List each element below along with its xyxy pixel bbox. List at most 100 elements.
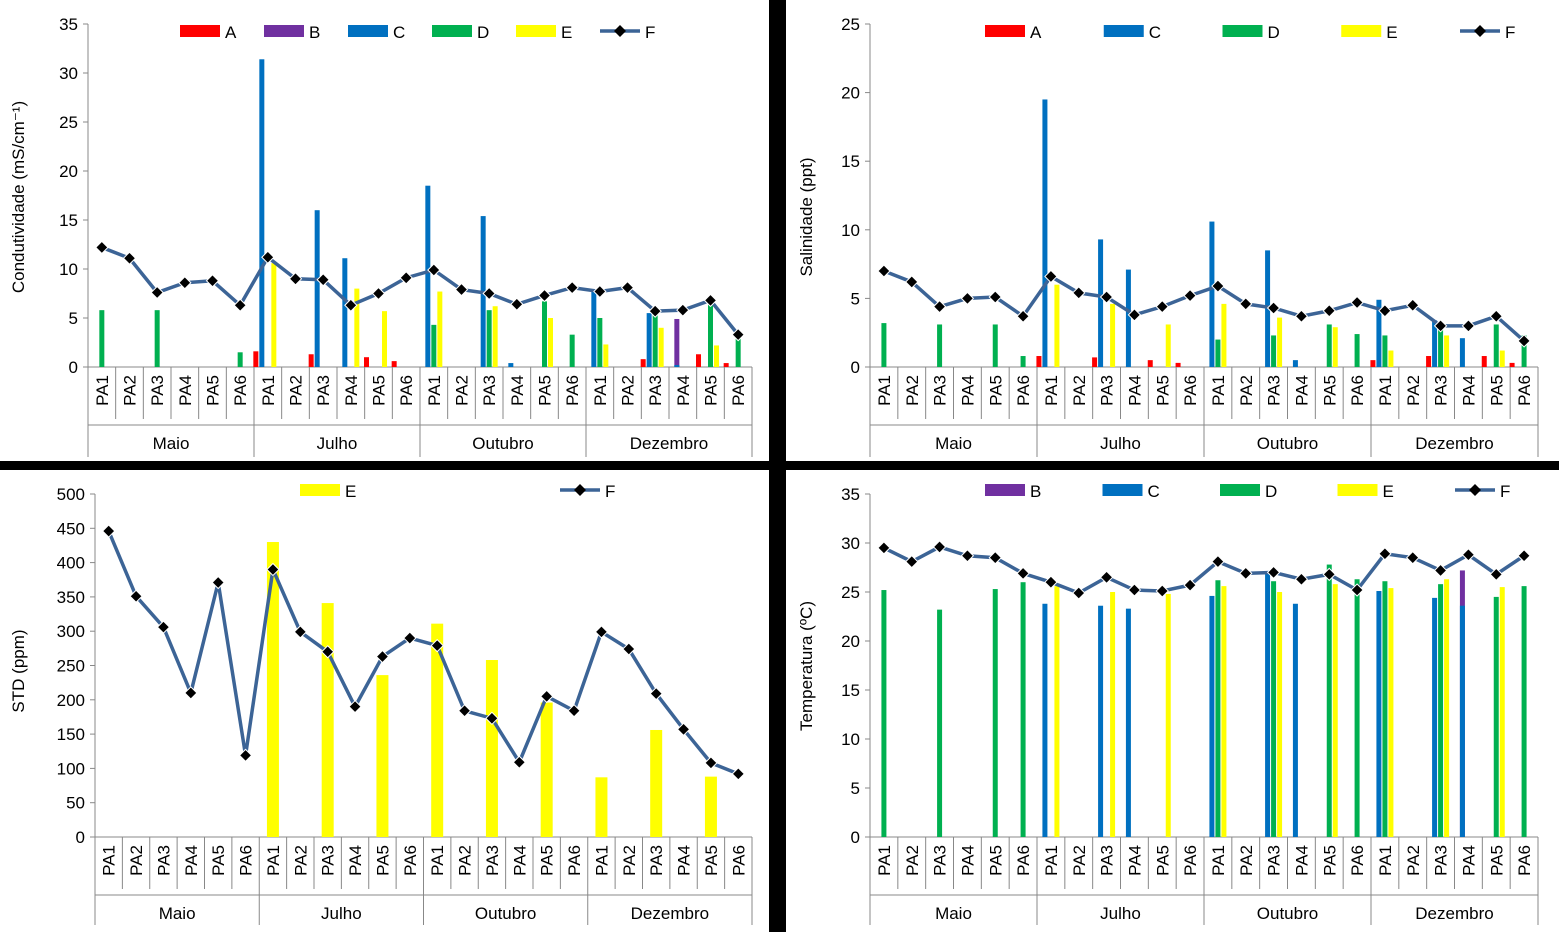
- x-tick-label: PA6: [231, 375, 250, 406]
- point-f: [648, 304, 662, 318]
- month-label: Outubro: [472, 434, 533, 453]
- bar-d: [1382, 581, 1388, 837]
- bar-e: [595, 777, 608, 837]
- bar-c: [1125, 608, 1131, 837]
- legend-label-c: C: [1148, 482, 1160, 501]
- legend-swatch-e: [1341, 25, 1382, 37]
- legend-swatch-b: [264, 25, 304, 37]
- month-label: Dezembro: [1415, 904, 1493, 923]
- month-label: Dezembro: [630, 434, 708, 453]
- y-tick-label: 150: [57, 725, 85, 744]
- month-label: Outubro: [1257, 904, 1318, 923]
- x-tick-label: PA4: [182, 845, 201, 876]
- x-tick-label: PA6: [397, 375, 416, 406]
- bar-d: [1521, 586, 1527, 837]
- x-tick-label: PA2: [620, 845, 639, 876]
- legend-swatch-d: [1222, 25, 1263, 37]
- bar-c: [314, 210, 320, 367]
- bar-c: [1432, 320, 1438, 367]
- point-f: [485, 711, 499, 726]
- x-tick-label: PA4: [958, 375, 977, 406]
- legend-swatch-c: [348, 25, 388, 37]
- x-tick-label: PA3: [647, 845, 666, 876]
- legend-swatch-e: [300, 484, 340, 496]
- point-f: [1072, 286, 1086, 300]
- x-tick-label: PA3: [483, 845, 502, 876]
- bar-c: [1292, 603, 1298, 837]
- month-label: Outubro: [1257, 434, 1318, 453]
- bar-d: [99, 310, 105, 367]
- point-f: [178, 276, 192, 290]
- y-tick-label: 0: [69, 358, 78, 377]
- bar-c: [1265, 573, 1271, 837]
- point-f: [403, 631, 417, 645]
- legend-label-b: B: [1030, 482, 1041, 501]
- x-tick-label: PA6: [1348, 375, 1367, 406]
- legend-label-f: F: [1500, 482, 1510, 501]
- y-tick-label: 20: [59, 162, 78, 181]
- point-f: [205, 274, 220, 288]
- x-tick-label: PA2: [1237, 845, 1256, 876]
- bar-a: [308, 354, 314, 367]
- legend-label-c: C: [393, 23, 405, 42]
- bar-d: [1215, 580, 1221, 837]
- month-label: Maio: [935, 434, 972, 453]
- legend-swatch-e: [516, 25, 556, 37]
- point-f: [320, 645, 335, 659]
- legend-swatch-c: [1103, 25, 1144, 37]
- x-tick-label: PA2: [1070, 375, 1089, 406]
- x-tick-label: PA3: [1098, 375, 1117, 406]
- bar-e: [1054, 284, 1060, 367]
- legend-label-f: F: [1505, 23, 1515, 42]
- x-tick-label: PA6: [1014, 375, 1033, 406]
- point-f: [877, 264, 891, 278]
- x-tick-label: PA6: [401, 845, 420, 876]
- chart-panel-condutividade: 0 5 10 15 20 25 30 35 Condutividade (mS/cm⁻¹) PA1…: [0, 0, 769, 461]
- x-tick-label: PA5: [204, 375, 223, 406]
- bar-e: [714, 345, 719, 367]
- bar-d: [569, 334, 575, 367]
- legend-label-a: A: [1030, 23, 1042, 42]
- point-f: [1322, 304, 1336, 318]
- bar-d: [542, 301, 547, 367]
- point-f: [454, 282, 469, 297]
- bar-c: [1292, 360, 1298, 367]
- chart-panel-std: 0 50 100 150 200 250 300 350 400 450 500 STD (ppm) P…: [0, 470, 769, 932]
- bar-d: [881, 323, 887, 367]
- bar-e: [382, 311, 387, 367]
- x-tick-label: PA5: [373, 845, 392, 876]
- x-tick-label: PA6: [1014, 845, 1033, 876]
- x-tick-label: PA1: [1209, 845, 1228, 876]
- bar-c: [1042, 99, 1048, 368]
- x-tick-label: PA3: [931, 845, 950, 876]
- x-tick-label: PA5: [702, 845, 721, 876]
- bar-a: [391, 361, 397, 367]
- x-tick-label: PA2: [1070, 845, 1089, 876]
- y-tick-label: 50: [66, 794, 85, 813]
- legend-marker-f: [1469, 484, 1481, 496]
- point-f: [316, 273, 330, 287]
- legend-label-f: F: [645, 23, 655, 42]
- x-tick-label: PA1: [100, 845, 119, 876]
- bar-e: [485, 660, 498, 837]
- x-tick-label: PA4: [675, 845, 694, 876]
- month-label: Julho: [1100, 434, 1141, 453]
- bar-e: [1332, 327, 1338, 367]
- month-label: Dezembro: [1415, 434, 1493, 453]
- point-f: [1072, 586, 1086, 600]
- legend-label-e: E: [561, 23, 572, 42]
- legend-label-e: E: [1386, 23, 1397, 42]
- y-tick-label: 0: [851, 828, 860, 847]
- x-tick-label: PA1: [875, 375, 894, 406]
- x-tick-label: PA1: [425, 375, 444, 406]
- point-f: [371, 286, 386, 301]
- x-tick-label: PA6: [565, 845, 584, 876]
- x-tick-label: PA2: [903, 845, 922, 876]
- point-f: [101, 524, 116, 538]
- x-tick-label: PA3: [1432, 845, 1451, 876]
- y-axis-label: Temperatura (ºC): [797, 601, 816, 731]
- y-axis-label: Condutividade (mS/cm⁻¹): [9, 101, 28, 293]
- x-tick-label: PA2: [1404, 375, 1423, 406]
- bar-e: [354, 288, 360, 367]
- x-tick-label: PA5: [986, 375, 1005, 406]
